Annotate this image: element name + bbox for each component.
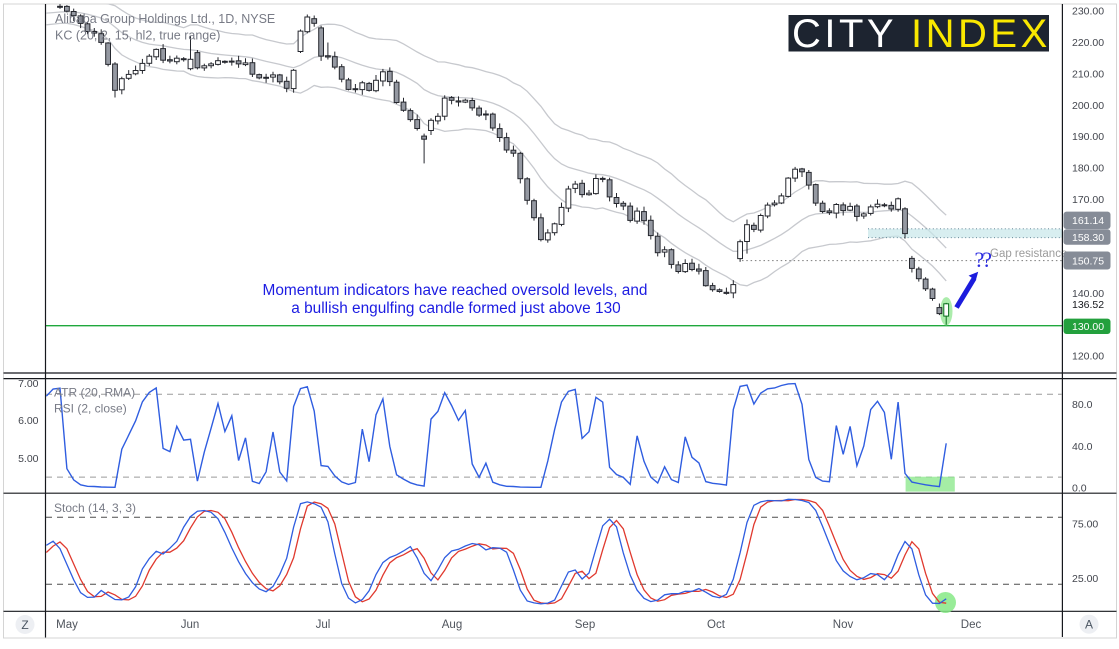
svg-text:170.00: 170.00 xyxy=(1072,194,1104,206)
svg-text:Nov: Nov xyxy=(833,619,854,631)
svg-text:120.00: 120.00 xyxy=(1072,351,1104,363)
svg-text:CITY INDEX: CITY INDEX xyxy=(792,12,1051,56)
svg-text:May: May xyxy=(56,619,78,631)
svg-text:Momentum indicators have reach: Momentum indicators have reached oversol… xyxy=(263,282,648,299)
svg-text:5.00: 5.00 xyxy=(18,453,39,465)
svg-text:150.75: 150.75 xyxy=(1072,255,1104,267)
svg-text:136.52: 136.52 xyxy=(1072,299,1104,311)
svg-text:190.00: 190.00 xyxy=(1072,131,1104,143)
svg-text:25.00: 25.00 xyxy=(1072,573,1098,585)
svg-text:210.00: 210.00 xyxy=(1072,68,1104,80)
svg-text:Stoch (14, 3, 3): Stoch (14, 3, 3) xyxy=(54,501,136,515)
svg-text:75.00: 75.00 xyxy=(1072,519,1098,531)
svg-text:230.00: 230.00 xyxy=(1072,6,1104,18)
svg-text:Alibaba Group Holdings Ltd., 1: Alibaba Group Holdings Ltd., 1D, NYSE xyxy=(55,12,275,26)
svg-text:??: ?? xyxy=(975,247,992,272)
svg-text:Dec: Dec xyxy=(961,619,982,631)
svg-text:Sep: Sep xyxy=(575,619,595,631)
svg-text:140.00: 140.00 xyxy=(1072,288,1104,300)
svg-text:ATR (20, RMA): ATR (20, RMA) xyxy=(54,386,135,400)
svg-text:40.0: 40.0 xyxy=(1072,441,1093,453)
svg-text:180.00: 180.00 xyxy=(1072,162,1104,174)
svg-text:Oct: Oct xyxy=(707,619,726,631)
svg-text:KC (20, 2, 15, hl2, true range: KC (20, 2, 15, hl2, true range) xyxy=(55,29,220,43)
svg-text:Aug: Aug xyxy=(442,619,462,631)
svg-text:200.00: 200.00 xyxy=(1072,100,1104,112)
svg-text:220.00: 220.00 xyxy=(1072,37,1104,49)
svg-text:Jul: Jul xyxy=(316,619,331,631)
svg-text:A: A xyxy=(1085,618,1093,632)
svg-text:Gap resistance: Gap resistance xyxy=(990,248,1067,260)
svg-text:RSI (2, close): RSI (2, close) xyxy=(54,402,127,416)
svg-text:Z: Z xyxy=(21,618,28,632)
svg-text:80.0: 80.0 xyxy=(1072,399,1093,411)
svg-text:6.00: 6.00 xyxy=(18,415,39,427)
svg-text:a bullish engulfing candle for: a bullish engulfing candle formed just a… xyxy=(291,300,620,317)
svg-text:161.14: 161.14 xyxy=(1072,215,1104,227)
svg-text:158.30: 158.30 xyxy=(1072,232,1104,244)
svg-text:7.00: 7.00 xyxy=(18,378,39,390)
svg-text:0.0: 0.0 xyxy=(1072,482,1087,494)
svg-text:Jun: Jun xyxy=(181,619,200,631)
svg-text:130.00: 130.00 xyxy=(1072,321,1104,333)
